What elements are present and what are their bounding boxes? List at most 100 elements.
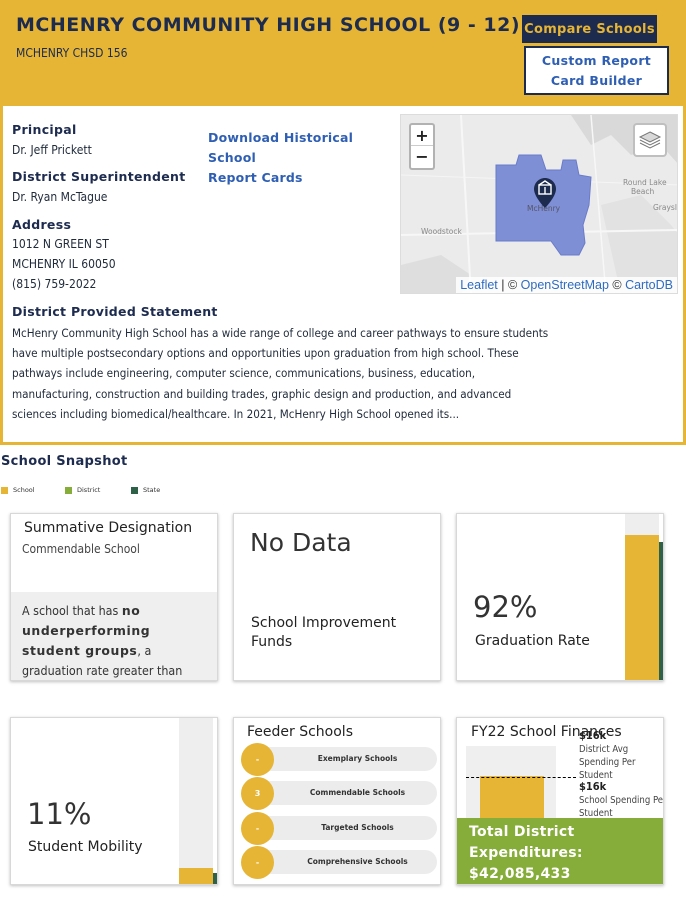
- graduation-state-bar: [659, 542, 663, 680]
- compare-schools-button[interactable]: Compare Schools: [522, 15, 657, 43]
- map-label-round-lake: Round Lake: [623, 178, 667, 187]
- summative-desc-prefix: A school that has: [22, 603, 122, 618]
- map-layers-button[interactable]: [633, 123, 667, 157]
- map-label-mchenry: McHenry: [527, 204, 561, 213]
- map-label-grayslake: Graysl: [653, 203, 677, 212]
- download-link-line1: Download Historical School: [208, 130, 354, 165]
- statement-line: pathways include engineering, computer s…: [12, 366, 476, 381]
- school-spending-label-line2: Student: [579, 808, 613, 819]
- school-info-panel: Principal Dr. Jeff Prickett District Sup…: [0, 106, 686, 445]
- openstreetmap-link[interactable]: OpenStreetMap: [520, 278, 609, 292]
- district-map[interactable]: Woodstock Round Lake Beach Graysl McHenr…: [400, 114, 678, 294]
- graduation-rate-label: Graduation Rate: [475, 633, 590, 649]
- custom-report-button-line1: Custom Report: [541, 52, 652, 68]
- superintendent-name: Dr. Ryan McTague: [12, 190, 108, 204]
- map-label-beach: Beach: [631, 187, 655, 196]
- feeder-row-comprehensive[interactable]: Comprehensive Schools: [242, 850, 437, 874]
- map-attribution: Leaflet | © OpenStreetMap © CartoDB: [456, 277, 677, 293]
- feeder-row-targeted[interactable]: Targeted Schools: [242, 816, 437, 840]
- summative-designation-title: Summative Designation: [24, 520, 193, 536]
- custom-report-button-line2: Card Builder: [550, 72, 643, 88]
- map-label-woodstock: Woodstock: [421, 227, 462, 236]
- district-statement: McHenry Community High School has a wide…: [12, 323, 572, 424]
- summative-desc-bold: no underperforming student groups: [22, 603, 151, 658]
- legend-school-swatch: [1, 486, 8, 494]
- improvement-funds-label: School Improvement Funds: [251, 614, 411, 652]
- district-avg-spending-value: $16k: [579, 729, 607, 742]
- feeder-count-targeted: -: [241, 812, 274, 845]
- district-avg-spending: $16k District Avg Spending Per Student: [579, 729, 663, 782]
- feeder-row-exemplary[interactable]: Exemplary Schools: [242, 747, 437, 771]
- legend-state-label: State: [143, 486, 161, 494]
- feeder-schools-title: Feeder Schools: [247, 724, 353, 740]
- map-zoom-out-button[interactable]: −: [415, 147, 429, 166]
- school-spending-label-line1: School Spending Per: [579, 795, 664, 806]
- district-name: MCHENRY CHSD 156: [16, 46, 128, 60]
- summative-designation-card[interactable]: Summative Designation Commendable School…: [10, 513, 218, 681]
- school-location-marker-icon[interactable]: [534, 178, 556, 208]
- school-name: MCHENRY COMMUNITY HIGH SCHOOL (9 - 12): [16, 14, 521, 36]
- summative-desc-suffix: , a graduation rate greater than: [22, 643, 183, 678]
- feeder-row-commendable[interactable]: Commendable Schools: [242, 781, 437, 805]
- student-mobility-card[interactable]: 11% Student Mobility: [10, 717, 218, 885]
- map-tiles: [401, 115, 677, 293]
- statement-line: manufacturing, construction and building…: [12, 386, 512, 401]
- statement-label: District Provided Statement: [12, 304, 218, 319]
- total-expenditures-value: $42,085,433: [469, 866, 571, 882]
- school-spending-value: $16k: [579, 780, 607, 793]
- mobility-state-bar: [213, 873, 217, 884]
- district-avg-label-line3: Student: [579, 770, 613, 781]
- improvement-funds-label-line1: School Improvement: [251, 615, 397, 631]
- legend-school-label: School: [13, 486, 35, 494]
- feeder-schools-card[interactable]: Feeder Schools Exemplary Schools - Comme…: [233, 717, 441, 885]
- total-expenditures-line2: Expenditures:: [469, 845, 583, 861]
- legend-district: District: [65, 486, 100, 496]
- map-zoom-in-button[interactable]: +: [411, 125, 433, 146]
- statement-line: McHenry Community High School has a wide…: [12, 326, 549, 340]
- school-snapshot-title: School Snapshot: [1, 454, 128, 469]
- feeder-label-exemplary: Exemplary Schools: [317, 754, 398, 763]
- student-mobility-value: 11%: [27, 797, 92, 831]
- feeder-label-comprehensive: Comprehensive Schools: [307, 857, 408, 866]
- school-header: MCHENRY COMMUNITY HIGH SCHOOL (9 - 12) M…: [0, 0, 686, 106]
- superintendent-label: District Superintendent: [12, 169, 186, 184]
- custom-report-card-builder-button[interactable]: Custom Report Card Builder: [524, 46, 669, 95]
- legend-district-swatch: [65, 486, 72, 494]
- school-finances-card[interactable]: FY22 School Finances $16k District Avg S…: [456, 717, 664, 885]
- mobility-school-bar: [179, 868, 213, 884]
- feeder-count-exemplary: -: [241, 743, 274, 776]
- principal-name: Dr. Jeff Prickett: [12, 143, 92, 157]
- district-avg-label-line1: District Avg: [579, 744, 629, 755]
- statement-line: sciences including biomedical/healthcare…: [12, 406, 460, 421]
- cartodb-link[interactable]: CartoDB: [625, 278, 673, 292]
- spending-chart: [466, 746, 556, 821]
- summative-designation-description: A school that has no underperforming stu…: [11, 592, 217, 680]
- attribution-separator-1: | ©: [497, 278, 521, 292]
- legend-state: State: [131, 486, 160, 496]
- school-spending-bar: [480, 776, 544, 821]
- statement-line: have multiple postsecondary options and …: [12, 346, 519, 361]
- address-line2: MCHENRY IL 60050: [12, 257, 116, 271]
- address-label: Address: [12, 217, 72, 232]
- school-improvement-funds-card[interactable]: No Data School Improvement Funds: [233, 513, 441, 681]
- address-line1: 1012 N GREEN ST: [12, 237, 109, 251]
- district-avg-label-line2: Spending Per: [579, 757, 636, 768]
- feeder-label-targeted: Targeted Schools: [321, 823, 394, 832]
- graduation-school-bar: [625, 535, 659, 680]
- total-district-expenditures: Total District Expenditures: $42,085,433: [457, 818, 663, 884]
- download-historical-report-cards-link[interactable]: Download Historical School Report Cards: [208, 128, 403, 188]
- legend-state-swatch: [131, 486, 138, 494]
- principal-label: Principal: [12, 122, 77, 137]
- school-spending: $16k School Spending Per Student: [579, 780, 664, 820]
- total-expenditures-line1: Total District: [469, 824, 575, 840]
- graduation-rate-card[interactable]: 92% Graduation Rate: [456, 513, 664, 681]
- phone-number: (815) 759-2022: [12, 277, 97, 291]
- graduation-rate-value: 92%: [473, 590, 538, 624]
- leaflet-link[interactable]: Leaflet: [460, 278, 498, 292]
- feeder-count-commendable: 3: [241, 777, 274, 810]
- attribution-separator-2: ©: [608, 278, 626, 292]
- map-zoom-control: + −: [409, 123, 435, 170]
- student-mobility-label: Student Mobility: [28, 839, 143, 855]
- feeder-count-comprehensive: -: [241, 846, 274, 879]
- legend-school: School: [1, 486, 35, 496]
